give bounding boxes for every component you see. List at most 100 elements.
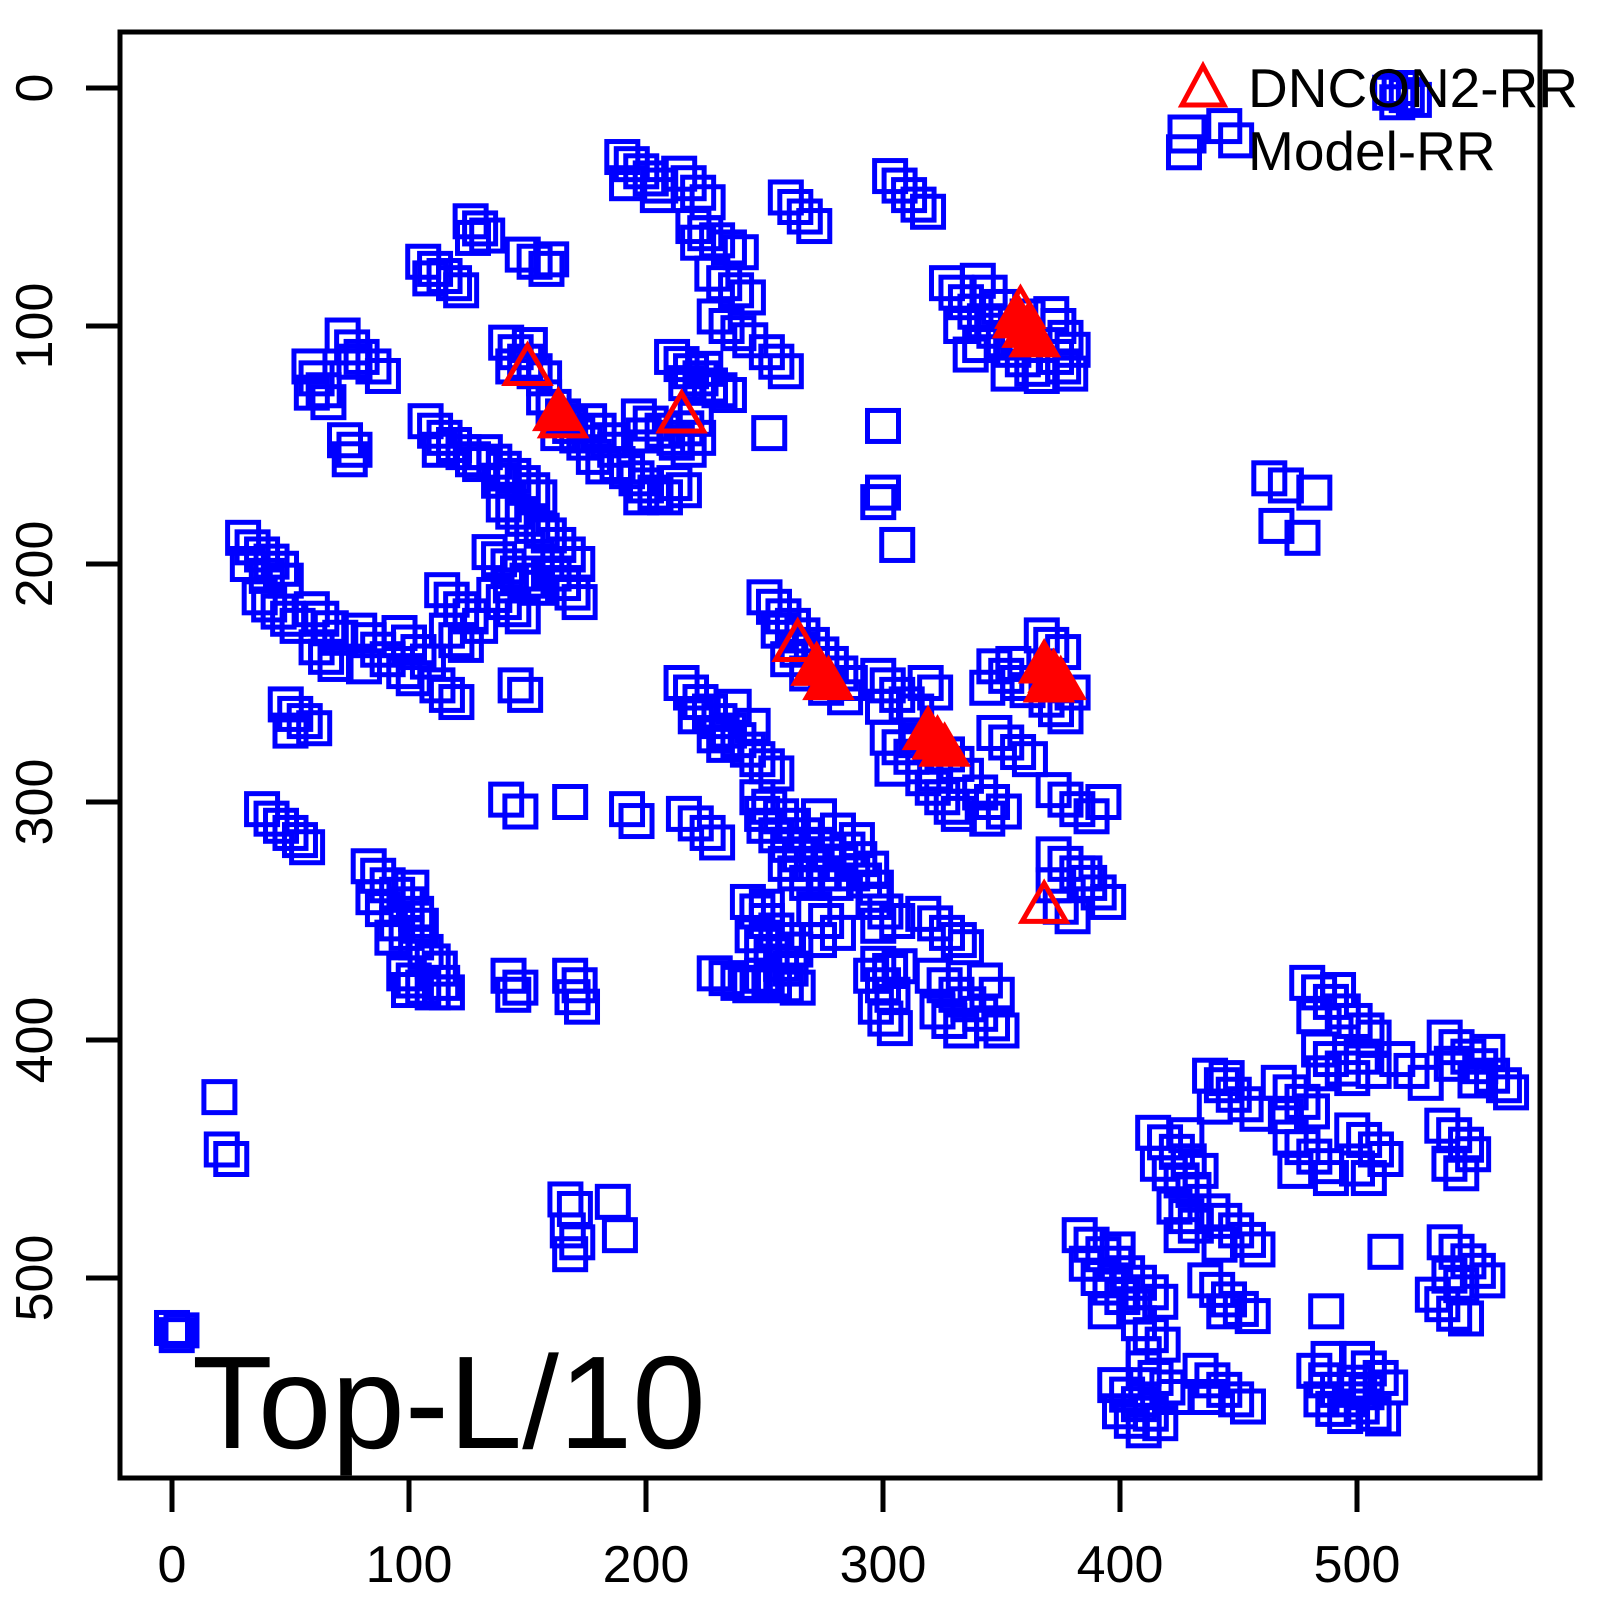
model-rr-point bbox=[1139, 1145, 1176, 1182]
model-rr-point bbox=[1092, 1269, 1129, 1306]
model-rr-point bbox=[1052, 355, 1089, 392]
model-rr-point bbox=[708, 960, 745, 997]
model-rr-point bbox=[696, 717, 733, 754]
model-rr-point bbox=[888, 686, 925, 723]
model-rr-point bbox=[1239, 1231, 1276, 1268]
model-rr-point bbox=[163, 1312, 200, 1349]
model-rr-point bbox=[502, 969, 539, 1006]
data-points-layer bbox=[154, 70, 1530, 1449]
model-rr-point bbox=[393, 869, 430, 906]
model-rr-point bbox=[1493, 1074, 1530, 1111]
model-rr-point bbox=[402, 907, 439, 944]
model-rr-point bbox=[1284, 1129, 1321, 1166]
model-rr-point bbox=[355, 348, 392, 385]
model-rr-point bbox=[867, 1000, 904, 1037]
model-rr-point bbox=[1289, 964, 1326, 1001]
model-rr-point bbox=[296, 710, 333, 747]
model-rr-point bbox=[564, 988, 601, 1025]
model-rr-point bbox=[497, 667, 534, 704]
model-rr-point bbox=[355, 879, 392, 916]
x-axis-tick-label: 500 bbox=[1314, 1536, 1401, 1594]
model-rr-point bbox=[1308, 1293, 1345, 1330]
model-rr-point bbox=[786, 198, 823, 235]
model-rr-point bbox=[428, 676, 465, 713]
model-rr-point bbox=[801, 922, 838, 959]
model-rr-point bbox=[1350, 1160, 1387, 1197]
model-rr-point bbox=[962, 327, 999, 364]
model-rr-point bbox=[767, 845, 804, 882]
x-axis-tick-label: 200 bbox=[603, 1536, 690, 1594]
model-rr-point bbox=[594, 1183, 631, 1220]
model-rr-point bbox=[744, 795, 781, 832]
model-rr-point bbox=[1310, 1340, 1347, 1377]
model-rr-point bbox=[789, 864, 826, 901]
model-rr-point bbox=[495, 976, 532, 1013]
model-rr-point bbox=[1348, 1374, 1385, 1411]
y-axis-tick-label: 0 bbox=[6, 74, 64, 103]
model-rr-point bbox=[1045, 348, 1082, 385]
model-rr-point bbox=[1168, 1198, 1205, 1235]
model-rr-point bbox=[1047, 845, 1084, 882]
model-rr-point bbox=[706, 726, 743, 763]
model-rr-point bbox=[424, 572, 461, 609]
model-rr-point bbox=[755, 962, 792, 999]
model-rr-point bbox=[1414, 1276, 1451, 1313]
model-rr-point bbox=[281, 822, 318, 859]
model-rr-point bbox=[1426, 1019, 1463, 1056]
model-rr-point bbox=[715, 688, 752, 725]
model-rr-point bbox=[428, 974, 465, 1011]
model-rr-point bbox=[559, 1224, 596, 1261]
model-rr-point bbox=[879, 526, 916, 563]
model-rr-point bbox=[1277, 1152, 1314, 1189]
model-rr-point bbox=[940, 922, 977, 959]
dncon2-rr-point-filled bbox=[802, 654, 855, 701]
model-rr-point bbox=[855, 883, 892, 920]
model-rr-point bbox=[213, 1141, 250, 1177]
model-rr-point bbox=[865, 474, 901, 511]
model-rr-point bbox=[1320, 972, 1357, 1009]
x-axis-tick-label: 400 bbox=[1077, 1536, 1164, 1594]
model-rr-point bbox=[720, 315, 757, 352]
model-rr-point bbox=[796, 208, 833, 245]
model-rr-point bbox=[502, 793, 539, 830]
model-rr-point bbox=[341, 612, 378, 649]
model-rr-point bbox=[438, 622, 475, 659]
model-rr-point bbox=[767, 179, 804, 216]
model-rr-point bbox=[665, 472, 702, 509]
model-rr-point bbox=[658, 424, 695, 461]
model-rr-point bbox=[819, 812, 856, 849]
model-rr-point bbox=[1301, 974, 1338, 1011]
model-rr-point bbox=[755, 588, 792, 625]
model-rr-point bbox=[1035, 836, 1072, 873]
x-axis-tick-label: 0 bbox=[158, 1536, 187, 1594]
x-axis-tick-label: 300 bbox=[840, 1536, 927, 1594]
model-rr-point bbox=[869, 667, 906, 704]
model-rr-point bbox=[201, 1079, 238, 1116]
model-rr-point bbox=[969, 800, 1006, 837]
model-rr-point bbox=[552, 784, 589, 820]
model-rr-point bbox=[490, 957, 527, 994]
model-rr-point bbox=[1229, 1388, 1266, 1425]
model-rr-point bbox=[808, 903, 845, 939]
model-rr-point bbox=[272, 712, 309, 749]
model-rr-point bbox=[447, 626, 484, 663]
model-rr-point bbox=[838, 822, 875, 859]
model-rr-point bbox=[317, 645, 354, 682]
model-rr-point bbox=[976, 714, 1013, 751]
model-rr-point bbox=[881, 167, 918, 204]
dncon2-rr-point-filled bbox=[918, 721, 971, 767]
model-rr-point bbox=[1339, 1150, 1375, 1187]
model-rr-point bbox=[905, 895, 942, 932]
model-rr-point bbox=[1334, 1060, 1371, 1097]
model-rr-point bbox=[374, 919, 411, 956]
model-rr-point bbox=[554, 979, 591, 1016]
model-rr-point bbox=[1334, 1112, 1371, 1149]
model-rr-point bbox=[907, 665, 944, 701]
model-rr-point bbox=[436, 265, 473, 302]
model-rr-point bbox=[900, 186, 937, 223]
model-rr-point bbox=[1260, 1064, 1297, 1101]
model-rr-point bbox=[1000, 734, 1037, 771]
model-rr-point bbox=[879, 903, 916, 939]
model-rr-point bbox=[331, 441, 368, 478]
